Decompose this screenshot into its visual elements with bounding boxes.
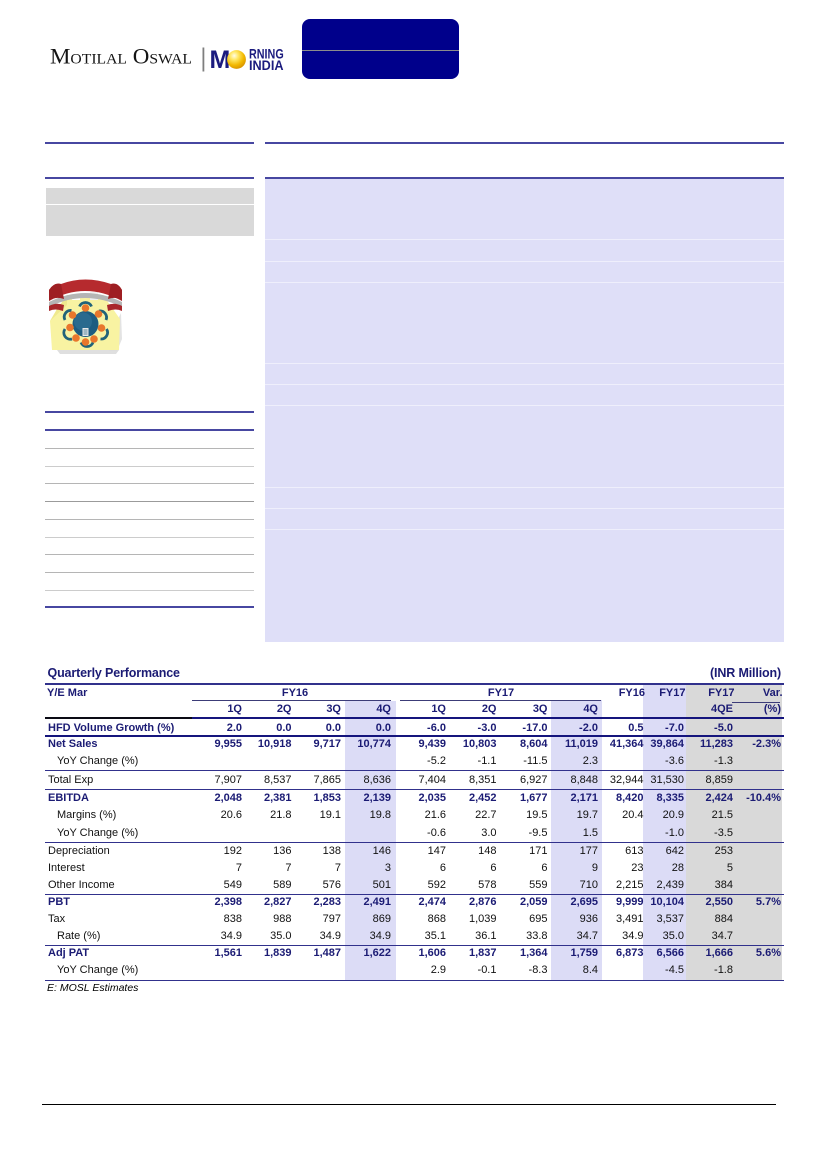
- svg-text:Motilal Oswal: Motilal Oswal: [50, 43, 192, 68]
- svg-text:RNING: RNING: [249, 46, 284, 62]
- svg-text:M: M: [210, 46, 231, 74]
- svg-text:INDIA: INDIA: [249, 57, 284, 73]
